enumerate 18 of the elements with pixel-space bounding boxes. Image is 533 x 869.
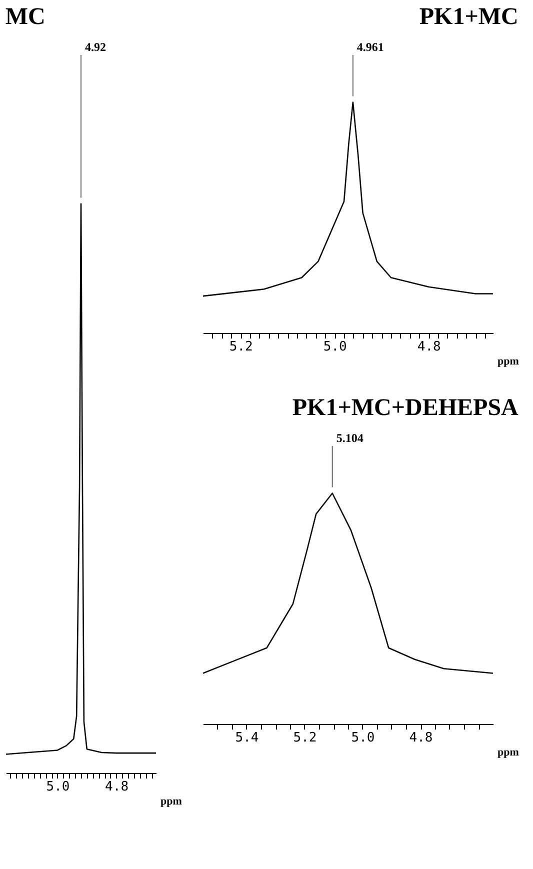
chart-title: MC [5, 4, 46, 30]
x-axis-title: ppm [498, 746, 519, 758]
x-tick-label: 4.8 [409, 730, 433, 746]
x-tick-label: 5.4 [235, 730, 259, 746]
x-tick-label: 5.2 [293, 730, 317, 746]
x-axis-title: ppm [160, 796, 182, 808]
chart-title: PK1+MC+DEHEPSA [292, 395, 520, 421]
annotation: 5.104 [336, 431, 364, 445]
x-tick-label: 4.8 [417, 340, 441, 354]
x-tick-label: 5.0 [351, 730, 375, 746]
x-tick-label: 5.0 [323, 340, 347, 354]
x-tick-label: 5.2 [229, 340, 253, 354]
chart-title: PK1+MC [419, 4, 518, 30]
x-tick-label: 5.0 [46, 780, 70, 794]
x-axis-title: ppm [498, 356, 519, 368]
annotation: 4.92 [85, 40, 106, 54]
annotation: 4.961 [356, 40, 384, 54]
x-tick-label: 4.8 [105, 780, 129, 794]
